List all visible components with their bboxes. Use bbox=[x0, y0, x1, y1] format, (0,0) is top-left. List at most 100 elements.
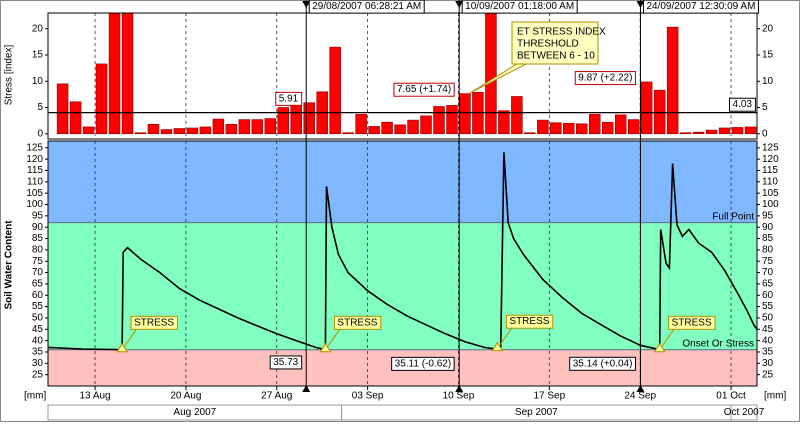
cursor-readout: 9.87 (+2.22) bbox=[578, 73, 632, 84]
y-tick-label-right: 10 bbox=[762, 76, 774, 87]
cursor-readout-box bbox=[569, 356, 636, 371]
cursor-readout: 35.73 bbox=[273, 357, 298, 368]
bar bbox=[134, 132, 147, 135]
stress-box bbox=[333, 315, 382, 330]
y-tick-label-right: 65 bbox=[762, 279, 774, 290]
stress-marker bbox=[319, 342, 332, 353]
stress-marker bbox=[653, 342, 666, 353]
y-tick-label: 40 bbox=[32, 335, 44, 346]
y-tick-label-right: 95 bbox=[762, 211, 774, 222]
y-tick-label-right: 125 bbox=[762, 142, 779, 153]
y-tick-label: 75 bbox=[32, 256, 44, 267]
cursor-handle bbox=[455, 385, 464, 392]
bar bbox=[407, 119, 419, 135]
stress-label: STRESS bbox=[337, 317, 377, 328]
y-tick-label: 85 bbox=[32, 233, 44, 244]
cursor-handle bbox=[302, 385, 311, 392]
y-tick-label-right: 40 bbox=[762, 335, 774, 346]
stress-marker bbox=[491, 341, 504, 352]
band-label: Onset Or Stress bbox=[682, 338, 754, 349]
x-tick-label: 24 Sep bbox=[624, 391, 656, 402]
bar bbox=[56, 83, 69, 135]
bar bbox=[705, 129, 718, 135]
units-right: [mm] bbox=[764, 391, 786, 402]
y-tick-label: 45 bbox=[32, 324, 44, 335]
bar bbox=[368, 126, 380, 135]
cursor-readout: 35.14 (+0.04) bbox=[573, 358, 633, 369]
bar bbox=[744, 126, 757, 135]
month-label: Aug 2007 bbox=[173, 407, 216, 418]
cursor-handle bbox=[455, 1, 464, 8]
bar bbox=[251, 119, 264, 135]
y-tick-label-right: 30 bbox=[762, 358, 774, 369]
y-axis-label: Soil Water Content bbox=[4, 220, 15, 310]
y-tick-label-right: 35 bbox=[762, 347, 774, 358]
y-tick-label: 65 bbox=[32, 279, 44, 290]
bar bbox=[121, 13, 134, 135]
bar bbox=[225, 124, 238, 135]
bar bbox=[290, 100, 302, 135]
bar bbox=[524, 132, 536, 135]
stress-box bbox=[668, 315, 716, 330]
stress-box bbox=[130, 315, 178, 330]
overlays: 4.03 Full Point Onset Or Stress STRESS STRES… bbox=[48, 0, 759, 392]
bar bbox=[537, 119, 549, 135]
bar bbox=[342, 132, 354, 135]
x-tick-label: 20 Aug bbox=[170, 391, 201, 402]
cursor-handle bbox=[636, 1, 645, 8]
bar bbox=[355, 114, 367, 135]
y-tick-label: 20 bbox=[32, 23, 44, 34]
x-tick-label: 10 Sep bbox=[443, 391, 475, 402]
bar bbox=[199, 126, 212, 135]
stress-connector bbox=[325, 329, 340, 350]
bar bbox=[666, 26, 679, 135]
lower-plot-border bbox=[47, 140, 758, 387]
y-tick-label-right: 60 bbox=[762, 290, 774, 301]
bar bbox=[264, 118, 277, 135]
x-tick-label: 27 Aug bbox=[261, 391, 292, 402]
y-tick-label: 35 bbox=[32, 347, 44, 358]
cursor-time: 10/09/2007 01:18:00 AM bbox=[465, 1, 574, 12]
bar bbox=[433, 106, 445, 135]
cursor-time-box bbox=[308, 0, 425, 14]
stress-marker bbox=[116, 342, 128, 353]
y-tick-label-right: 105 bbox=[762, 188, 779, 199]
callout-text: BETWEEN 6 - 10 bbox=[517, 51, 595, 62]
bar bbox=[576, 123, 588, 135]
y-tick-label-right: 0 bbox=[762, 128, 768, 139]
band-full bbox=[48, 141, 757, 223]
y-tick-label-right: 110 bbox=[762, 176, 778, 187]
callout-text: THRESHOLD bbox=[517, 39, 579, 50]
y-axis-label: Stress [index] bbox=[4, 44, 15, 105]
y-tick-label: 10 bbox=[32, 76, 44, 87]
y-tick-label-right: 115 bbox=[762, 165, 778, 176]
y-tick-label: 90 bbox=[32, 222, 44, 233]
y-tick-label-right: 55 bbox=[762, 301, 774, 312]
bar bbox=[95, 63, 108, 135]
y-tick-label-right: 50 bbox=[762, 313, 774, 324]
cursor-handle bbox=[302, 1, 311, 8]
bar bbox=[394, 124, 406, 135]
cursor-readout: 35.11 (-0.62) bbox=[395, 358, 452, 369]
data-line bbox=[48, 152, 757, 351]
bar bbox=[653, 89, 666, 135]
threshold-label: 4.03 bbox=[733, 99, 753, 110]
y-tick-label-right: 5 bbox=[762, 102, 768, 113]
x-tick-label: 17 Sep bbox=[533, 391, 565, 402]
lower-plot bbox=[48, 141, 757, 386]
stress-connector bbox=[121, 329, 137, 350]
x-tick-label: 01 Oct bbox=[716, 391, 746, 402]
bar bbox=[614, 114, 627, 135]
callout-box bbox=[511, 21, 599, 65]
bar bbox=[589, 114, 601, 135]
cursor-readout: 5.91 bbox=[279, 93, 299, 104]
bar bbox=[563, 122, 575, 135]
stress-connector bbox=[497, 328, 512, 349]
y-tick-label-right: 25 bbox=[762, 369, 774, 380]
y-tick-label-right: 120 bbox=[762, 154, 779, 165]
bar bbox=[718, 127, 731, 135]
month-band bbox=[730, 404, 758, 421]
y-tick-label: 50 bbox=[32, 313, 44, 324]
bar bbox=[82, 126, 95, 135]
